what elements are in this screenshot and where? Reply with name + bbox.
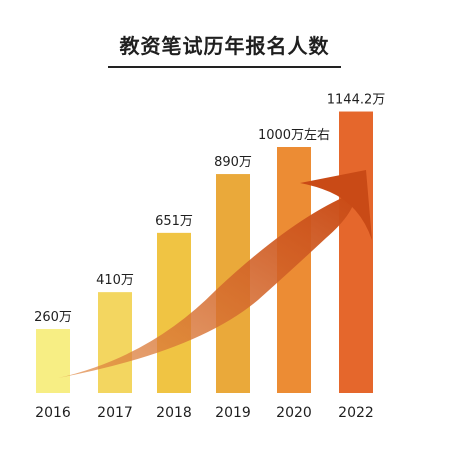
data-label-2018: 651万 xyxy=(155,214,193,229)
chart-title: 教资笔试历年报名人数 xyxy=(119,34,330,58)
x-tick-2020: 2020 xyxy=(276,405,312,421)
x-tick-2022: 2022 xyxy=(338,405,374,421)
data-label-2019: 890万 xyxy=(214,155,252,170)
data-label-2016: 260万 xyxy=(34,310,72,325)
x-tick-2017: 2017 xyxy=(97,405,133,421)
bar-2022 xyxy=(339,111,373,394)
data-label-2017: 410万 xyxy=(96,273,134,288)
title-underline xyxy=(108,66,341,68)
bar-2016 xyxy=(36,329,70,393)
bar-2018 xyxy=(157,232,191,393)
x-tick-2018: 2018 xyxy=(156,405,192,421)
bar-2017 xyxy=(98,292,132,393)
trend-arrow-head xyxy=(300,170,372,240)
trend-arrow xyxy=(58,192,356,378)
data-label-2022: 1144.2万 xyxy=(327,93,386,108)
data-label-2020: 1000万左右 xyxy=(258,128,330,143)
x-tick-2019: 2019 xyxy=(215,405,251,421)
x-tick-2016: 2016 xyxy=(35,405,71,421)
